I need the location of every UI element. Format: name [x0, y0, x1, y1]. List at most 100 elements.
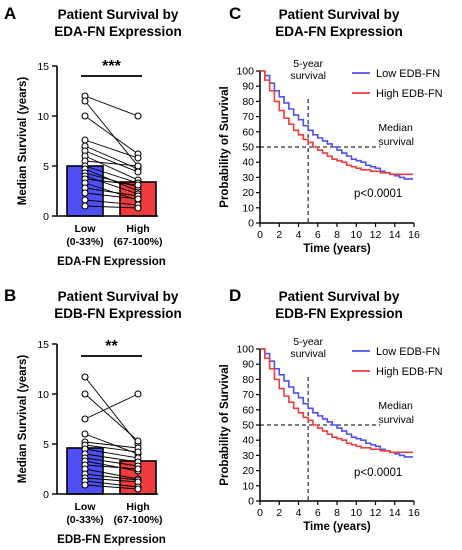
x-tick-label: 2	[276, 507, 282, 519]
data-point-low	[82, 374, 88, 380]
data-point-low	[82, 391, 88, 397]
y-tick-label: 15	[37, 339, 49, 351]
y-axis-label: Probability of Survival	[219, 364, 231, 485]
x-tick-label: 12	[370, 507, 382, 519]
x-axis-label: Time (years)	[303, 521, 371, 533]
panel-letter: B	[4, 286, 16, 305]
median-label: survival	[378, 136, 414, 148]
category-label: (0-33%)	[66, 236, 103, 248]
panel-letter: C	[229, 4, 241, 23]
data-point-low	[82, 482, 88, 488]
x-tick-label: 14	[389, 229, 401, 241]
data-point-high	[135, 182, 141, 188]
pair-line	[85, 101, 138, 166]
x-tick-label: 4	[296, 507, 302, 519]
x-tick-label: 10	[350, 229, 362, 241]
y-tick-label: 80	[242, 96, 254, 108]
chart-title: Patient Survival by	[279, 289, 400, 304]
chart-title: EDA-FN Expression	[54, 24, 182, 39]
pair-line	[85, 442, 138, 448]
x-tick-label: 10	[350, 507, 362, 519]
y-tick-label: 10	[37, 111, 49, 123]
y-tick-label: 10	[242, 480, 254, 492]
category-label: (67-100%)	[113, 236, 162, 248]
y-tick-label: 20	[242, 465, 254, 477]
y-tick-label: 40	[242, 435, 254, 447]
x-tick-label: 0	[257, 507, 263, 519]
x-axis-label: EDB-FN Expression	[57, 534, 166, 546]
y-tick-label: 70	[242, 111, 254, 123]
legend-label: High EDB-FN	[376, 88, 443, 100]
y-tick-label: 60	[242, 126, 254, 138]
legend-label: Low EDB-FN	[376, 68, 440, 80]
category-label: Low	[75, 501, 97, 513]
data-point-high	[135, 155, 141, 161]
five-year-label: survival	[290, 70, 326, 82]
data-point-low	[82, 98, 88, 104]
y-axis-label: Probability of Survival	[219, 86, 231, 207]
y-axis-label: Median Survival (years)	[17, 77, 29, 206]
data-point-high	[135, 466, 141, 472]
x-tick-label: 6	[315, 507, 321, 519]
y-tick-label: 60	[242, 404, 254, 416]
y-tick-label: 20	[242, 187, 254, 199]
y-tick-label: 0	[248, 496, 254, 508]
data-point-low	[82, 190, 88, 196]
five-year-label: survival	[290, 348, 326, 360]
category-label: (0-33%)	[66, 514, 103, 526]
x-tick-label: 0	[257, 229, 263, 241]
x-tick-label: 16	[408, 507, 420, 519]
median-label: Median	[378, 400, 413, 412]
category-label: (67-100%)	[113, 514, 162, 526]
y-tick-label: 10	[37, 389, 49, 401]
data-point-high	[135, 486, 141, 492]
chart-title: Patient Survival by	[58, 7, 179, 22]
data-point-low	[82, 137, 88, 143]
p-value-label: p<0.0001	[354, 467, 402, 479]
panel-letter: A	[4, 4, 16, 23]
legend-label: Low EDB-FN	[376, 346, 440, 358]
x-tick-label: 6	[315, 229, 321, 241]
chart-title: EDA-FN Expression	[275, 24, 403, 39]
data-point-low	[82, 416, 88, 422]
y-tick-label: 50	[242, 420, 254, 432]
y-tick-label: 100	[236, 66, 254, 78]
y-tick-label: 100	[236, 344, 254, 356]
pair-line	[85, 96, 138, 116]
five-year-label: 5-year	[293, 336, 323, 348]
data-point-low	[82, 197, 88, 203]
chart-title: Patient Survival by	[58, 289, 179, 304]
x-tick-label: 2	[276, 229, 282, 241]
y-tick-label: 90	[242, 359, 254, 371]
x-tick-label: 4	[296, 229, 302, 241]
data-point-high	[135, 438, 141, 444]
data-point-high	[135, 163, 141, 169]
x-tick-label: 8	[334, 229, 340, 241]
pair-line	[85, 394, 138, 419]
pair-line	[85, 116, 138, 154]
x-tick-label: 16	[408, 229, 420, 241]
chart-title: EDB-FN Expression	[275, 306, 403, 321]
pair-line	[85, 394, 138, 441]
data-point-high	[135, 205, 141, 211]
data-point-low	[82, 431, 88, 437]
y-tick-label: 30	[242, 172, 254, 184]
category-label: Low	[75, 223, 97, 235]
y-tick-label: 0	[248, 218, 254, 230]
p-value-label: p<0.0001	[354, 188, 402, 200]
y-tick-label: 0	[43, 211, 49, 223]
y-tick-label: 40	[242, 157, 254, 169]
y-tick-label: 10	[242, 202, 254, 214]
x-tick-label: 14	[389, 507, 401, 519]
y-tick-label: 5	[43, 161, 49, 173]
data-point-high	[135, 449, 141, 455]
y-tick-label: 50	[242, 142, 254, 154]
chart-title: EDB-FN Expression	[54, 306, 182, 321]
y-tick-label: 0	[43, 489, 49, 501]
x-tick-label: 8	[334, 507, 340, 519]
y-tick-label: 90	[242, 81, 254, 93]
panel-letter: D	[229, 286, 241, 305]
y-tick-label: 15	[37, 61, 49, 73]
y-tick-label: 70	[242, 389, 254, 401]
